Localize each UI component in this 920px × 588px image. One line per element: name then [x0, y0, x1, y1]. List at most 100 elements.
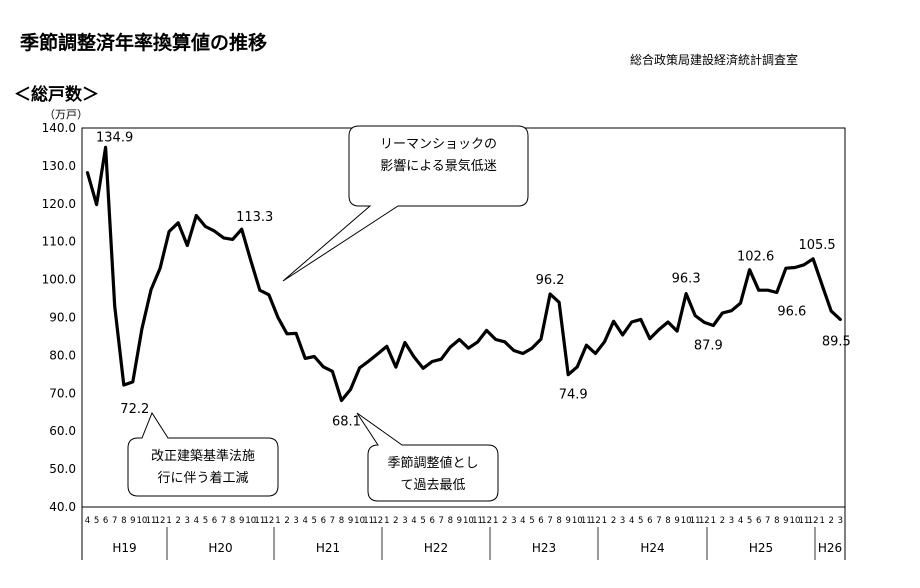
x-tick-label: 3: [838, 516, 843, 526]
x-tick-label: 7: [765, 516, 770, 526]
x-tick-label: 11: [254, 516, 265, 526]
data-label: 87.9: [694, 338, 723, 353]
data-label: 96.2: [536, 273, 565, 288]
y-tick-label: 60.0: [49, 424, 76, 438]
x-tick-label: 4: [629, 516, 634, 526]
x-tick-label: 6: [538, 516, 543, 526]
x-tick-label: 4: [411, 516, 416, 526]
series-line-total-units: [85, 145, 842, 403]
period-label: H20: [208, 541, 232, 555]
x-tick-label: 10: [245, 516, 256, 526]
y-tick-label: 40.0: [49, 500, 76, 514]
data-label: 102.6: [737, 250, 774, 265]
data-label: 68.1: [332, 415, 361, 430]
x-tick-label: 9: [239, 516, 244, 526]
y-tick-label: 80.0: [49, 348, 76, 362]
x-tick-label: 2: [611, 516, 616, 526]
y-tick-label: 50.0: [49, 462, 76, 476]
callout-bubble: [356, 412, 499, 502]
period-label: H23: [532, 541, 556, 555]
x-tick-label: 10: [681, 516, 692, 526]
x-tick-label: 3: [511, 516, 516, 526]
x-tick-label: 6: [647, 516, 652, 526]
x-tick-label: 6: [321, 516, 326, 526]
x-tick-label: 7: [221, 516, 226, 526]
x-tick-label: 10: [137, 516, 148, 526]
x-tick-label: 5: [747, 516, 752, 526]
x-tick-label: 1: [384, 516, 389, 526]
x-tick-label: 4: [194, 516, 199, 526]
y-tick-label: 90.0: [49, 311, 76, 325]
x-tick-label: 1: [166, 516, 171, 526]
x-tick-label: 10: [354, 516, 365, 526]
callout-text: 行に伴う着工減: [157, 470, 248, 486]
callout-text: て過去最低: [400, 478, 465, 493]
data-label: 74.9: [559, 388, 588, 403]
x-tick-label: 2: [720, 516, 725, 526]
x-tick-label: 11: [363, 516, 374, 526]
callout-bubble: [127, 411, 279, 497]
x-tick-label: 9: [348, 516, 353, 526]
x-tick-label: 12: [263, 516, 274, 526]
y-tick-label: 110.0: [42, 235, 76, 249]
x-tick-label: 5: [203, 516, 208, 526]
x-tick-label: 12: [155, 516, 166, 526]
x-tick-label: 4: [520, 516, 525, 526]
x-tick-label: 7: [656, 516, 661, 526]
x-tick-label: 8: [339, 516, 344, 526]
x-tick-label: 2: [829, 516, 834, 526]
data-label: 96.3: [672, 272, 701, 287]
y-tick-label: 100.0: [42, 273, 76, 287]
x-tick-label: 3: [620, 516, 625, 526]
x-tick-label: 9: [783, 516, 788, 526]
x-tick-label: 5: [529, 516, 534, 526]
office-name: 総合政策局建設経済統計調査室: [630, 53, 799, 67]
x-tick-label: 2: [175, 516, 180, 526]
x-tick-label: 8: [230, 516, 235, 526]
x-tick-label: 10: [790, 516, 801, 526]
x-tick-label: 2: [284, 516, 289, 526]
y-tick-label: 120.0: [42, 197, 76, 211]
period-label: H19: [112, 541, 136, 555]
x-tick-label: 5: [420, 516, 425, 526]
x-tick-label: 2: [393, 516, 398, 526]
x-tick-label: 6: [756, 516, 761, 526]
x-tick-label: 4: [85, 516, 90, 526]
x-tick-label: 1: [493, 516, 498, 526]
chart-subtitle: ＜総戸数＞: [14, 85, 99, 105]
x-tick-label: 8: [665, 516, 670, 526]
x-tick-label: 10: [572, 516, 583, 526]
x-tick-label: 11: [472, 516, 483, 526]
data-label: 113.3: [236, 210, 273, 225]
x-tick-label: 8: [556, 516, 561, 526]
callout-text: 改正建築基準法施: [151, 448, 255, 464]
x-tick-label: 9: [674, 516, 679, 526]
x-tick-label: 11: [799, 516, 810, 526]
x-tick-label: 11: [690, 516, 701, 526]
callout-text: 季節調整値とし: [387, 455, 478, 471]
x-tick-label: 10: [463, 516, 474, 526]
data-label: 105.5: [798, 238, 835, 253]
period-label: H21: [316, 541, 340, 555]
x-tick-label: 3: [402, 516, 407, 526]
x-tick-label: 12: [590, 516, 601, 526]
x-tick-label: 6: [103, 516, 108, 526]
x-tick-label: 7: [439, 516, 444, 526]
x-tick-label: 5: [638, 516, 643, 526]
x-tick-label: 9: [130, 516, 135, 526]
x-tick-label: 5: [94, 516, 99, 526]
x-tick-label: 1: [819, 516, 824, 526]
x-tick-label: 11: [581, 516, 592, 526]
x-tick-label: 9: [457, 516, 462, 526]
x-tick-label: 2: [502, 516, 507, 526]
x-tick-label: 1: [275, 516, 280, 526]
x-tick-label: 7: [112, 516, 117, 526]
x-tick-label: 12: [699, 516, 710, 526]
x-tick-label: 8: [448, 516, 453, 526]
x-tick-label: 8: [774, 516, 779, 526]
data-label: 72.2: [120, 402, 149, 417]
